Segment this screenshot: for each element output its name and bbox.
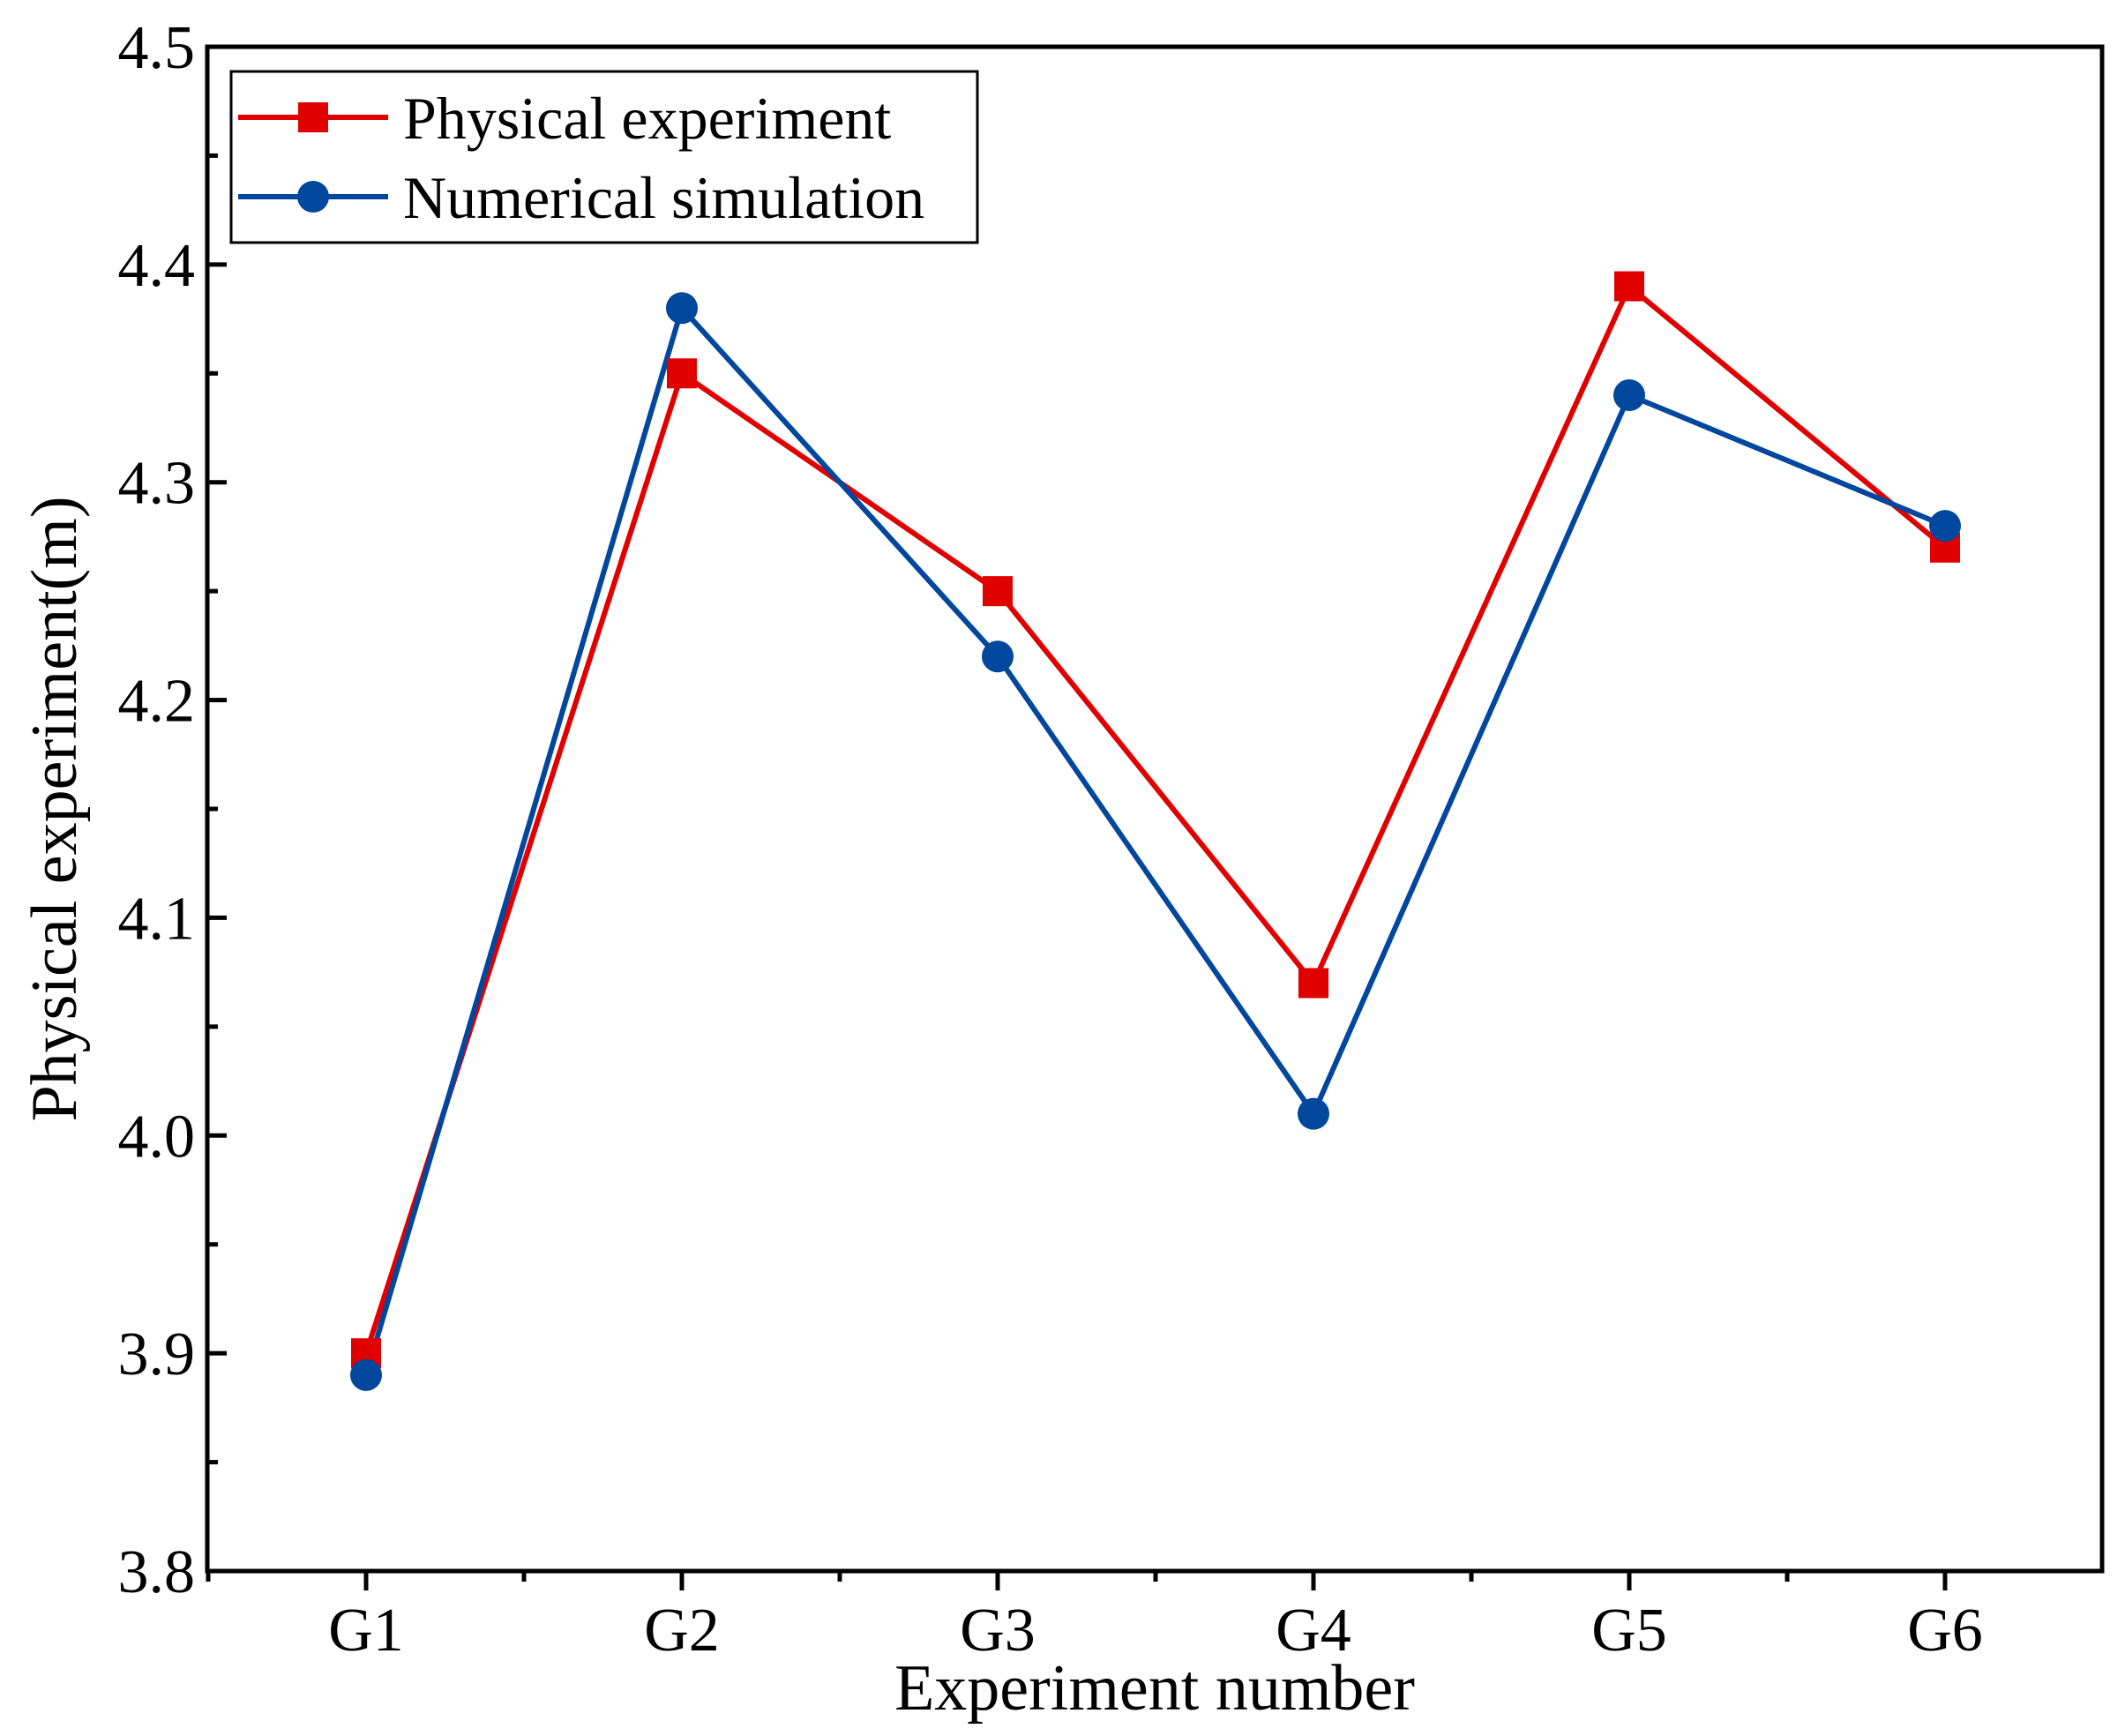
- data-point-numerical-simulation-G5: [1613, 378, 1645, 411]
- x-axis-title: Experiment number: [894, 1652, 1415, 1725]
- y-axis-title: Physical experiment(m): [19, 497, 91, 1122]
- legend-marker-numerical-simulation: [297, 181, 329, 213]
- data-point-numerical-simulation-G4: [1298, 1097, 1329, 1130]
- plot-frame: [205, 44, 2105, 1574]
- legend: Physical experiment Numerical simulation: [229, 70, 979, 244]
- legend-label-numerical-simulation: Numerical simulation: [403, 164, 924, 231]
- x-tick-label: G3: [960, 1597, 1036, 1665]
- y-tick-label: 4.0: [118, 1103, 196, 1171]
- ticks-layer: 3.8 3.9 4.0 4.1 4.2 4.3 4.4 4.5 G1 G2 G3 G4 G5 G6: [118, 14, 1983, 1665]
- x-tick-label: G2: [644, 1597, 720, 1665]
- x-tick-label: G1: [328, 1597, 404, 1665]
- series-line-physical-experiment: [363, 281, 1947, 1355]
- y-tick-label: 3.9: [118, 1321, 196, 1388]
- data-point-physical-experiment-G4: [1298, 968, 1328, 999]
- y-tick-label: 4.3: [118, 450, 196, 518]
- x-tick-label: G4: [1276, 1597, 1351, 1665]
- x-tick-label: G5: [1591, 1597, 1667, 1665]
- data-point-physical-experiment-G2: [667, 358, 697, 389]
- legend-label-physical-experiment: Physical experiment: [403, 85, 891, 152]
- series-line-numerical-simulation: [363, 303, 1947, 1376]
- y-tick-label: 3.8: [118, 1538, 196, 1606]
- marks-layer: [350, 271, 1961, 1391]
- y-tick-label: 4.4: [118, 232, 196, 300]
- legend-marker-physical-experiment: [298, 102, 328, 132]
- data-point-numerical-simulation-G3: [982, 640, 1014, 673]
- data-point-numerical-simulation-G6: [1929, 510, 1961, 542]
- data-point-numerical-simulation-G2: [666, 292, 698, 325]
- legend-box: [229, 70, 979, 244]
- x-tick-label: G6: [1907, 1597, 1983, 1665]
- data-point-numerical-simulation-G1: [350, 1358, 382, 1391]
- y-tick-label: 4.1: [118, 885, 196, 953]
- data-point-physical-experiment-G5: [1614, 271, 1644, 302]
- y-tick-label: 4.5: [118, 14, 196, 82]
- data-point-physical-experiment-G3: [983, 576, 1013, 607]
- y-tick-label: 4.2: [118, 668, 196, 736]
